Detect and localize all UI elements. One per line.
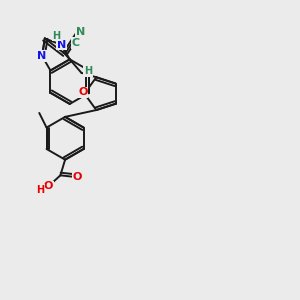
Text: H: H (36, 185, 44, 195)
Text: N: N (38, 51, 47, 61)
Text: N: N (76, 27, 85, 37)
Text: H: H (52, 31, 60, 41)
Text: C: C (71, 38, 80, 48)
Text: O: O (73, 172, 82, 182)
Text: O: O (78, 87, 88, 97)
Text: N: N (57, 40, 66, 50)
Text: O: O (44, 181, 53, 191)
Text: H: H (84, 66, 92, 76)
